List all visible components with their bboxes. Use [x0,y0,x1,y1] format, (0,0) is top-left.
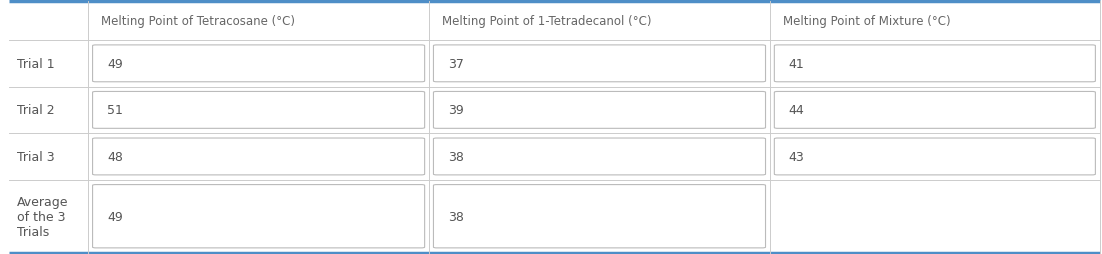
Text: Melting Point of 1-Tetradecanol (°C): Melting Point of 1-Tetradecanol (°C) [442,15,651,28]
Text: 44: 44 [789,104,804,117]
Text: Trial 1: Trial 1 [17,58,54,71]
FancyBboxPatch shape [93,46,424,83]
Text: 49: 49 [107,210,122,223]
Text: 43: 43 [789,150,804,163]
Text: Trial 2: Trial 2 [17,104,54,117]
Text: 51: 51 [107,104,122,117]
FancyBboxPatch shape [93,185,424,248]
FancyBboxPatch shape [93,92,424,129]
Text: 48: 48 [107,150,122,163]
Text: 38: 38 [447,150,464,163]
FancyBboxPatch shape [433,185,766,248]
FancyBboxPatch shape [433,92,766,129]
Text: 38: 38 [447,210,464,223]
Text: 49: 49 [107,58,122,71]
FancyBboxPatch shape [775,92,1095,129]
Text: Melting Point of Mixture (°C): Melting Point of Mixture (°C) [784,15,951,28]
FancyBboxPatch shape [93,138,424,175]
Text: Average
of the 3
Trials: Average of the 3 Trials [17,195,68,238]
FancyBboxPatch shape [433,138,766,175]
Text: Melting Point of Tetracosane (°C): Melting Point of Tetracosane (°C) [101,15,295,28]
Text: 39: 39 [447,104,464,117]
FancyBboxPatch shape [775,138,1095,175]
Text: 37: 37 [447,58,464,71]
Text: Trial 3: Trial 3 [17,150,54,163]
FancyBboxPatch shape [775,46,1095,83]
Text: 41: 41 [789,58,804,71]
FancyBboxPatch shape [433,46,766,83]
